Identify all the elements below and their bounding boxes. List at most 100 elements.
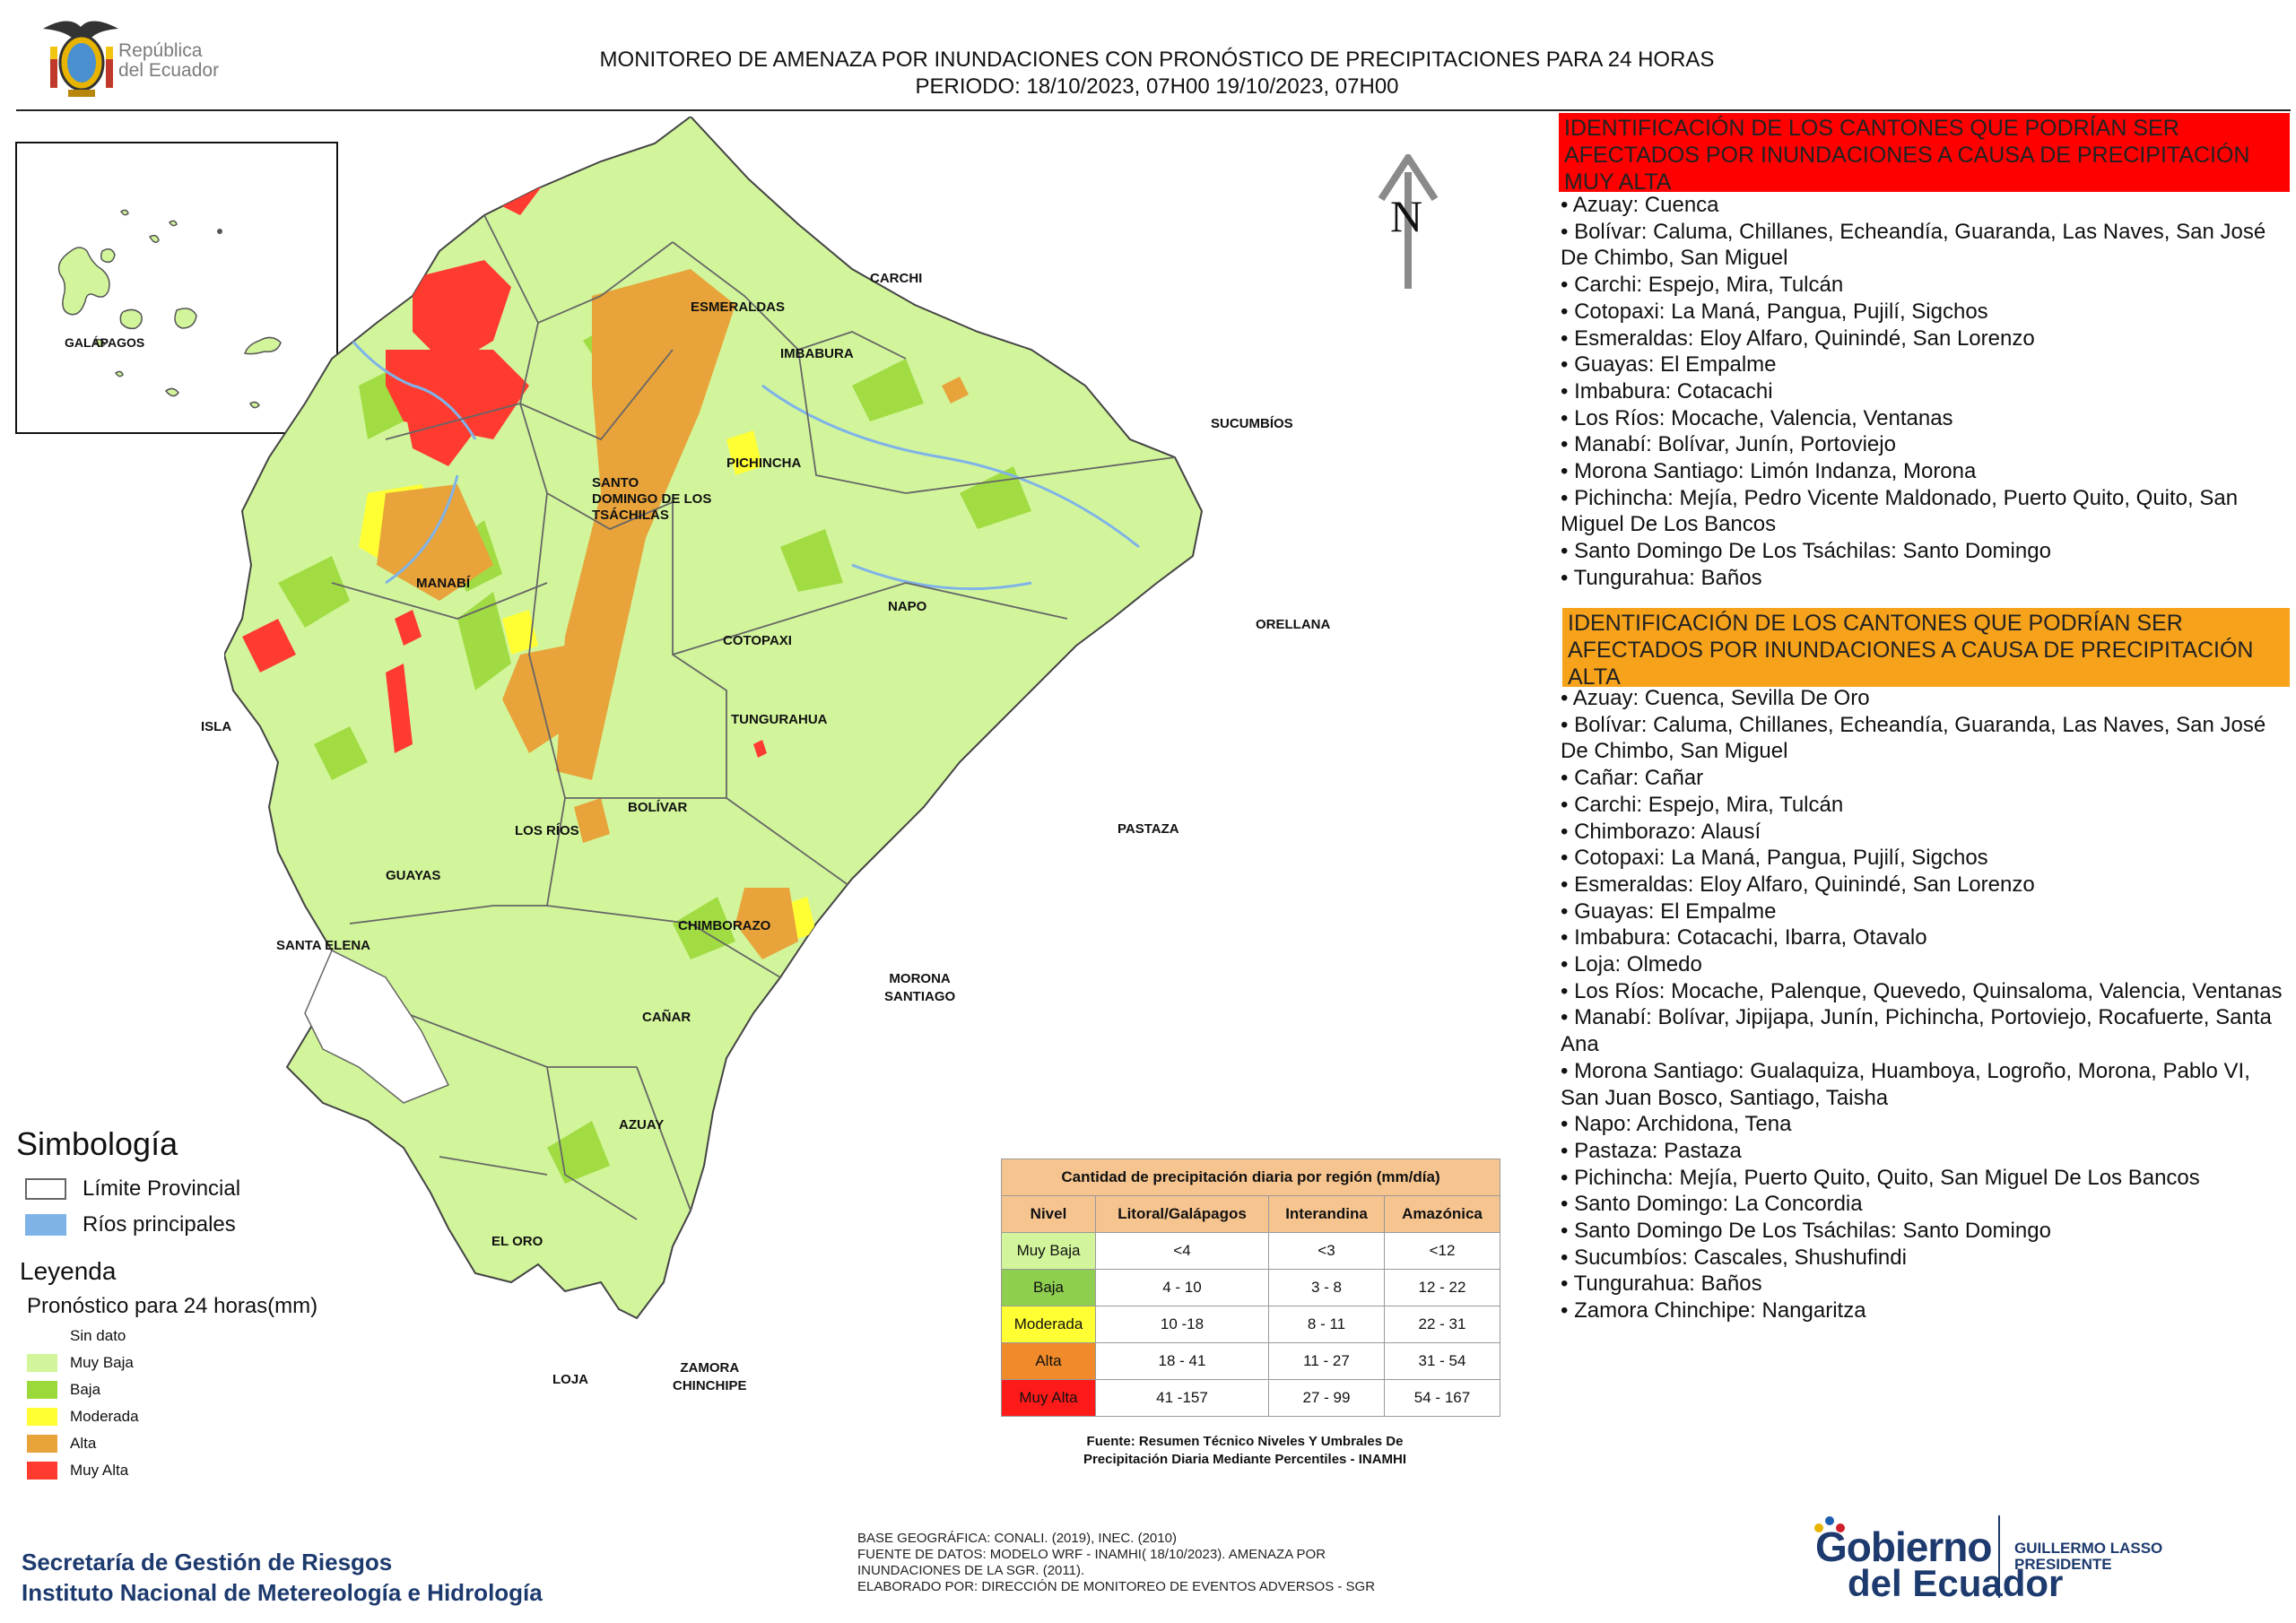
label-pichincha: PICHINCHA	[726, 456, 802, 471]
list-item: • Los Ríos: Mocache, Palenque, Quevedo, …	[1561, 978, 2283, 1003]
map-title: MONITOREO DE AMENAZA POR INUNDACIONES CO…	[377, 47, 1937, 100]
gobierno-text: Gobierno	[1815, 1523, 1992, 1570]
footer-source-line: FUENTE DE DATOS: MODELO WRF - INAMHI( 18…	[857, 1547, 1326, 1562]
rios-swatch	[25, 1214, 66, 1236]
table-header-nivel: Nivel	[1001, 1195, 1096, 1233]
label-canar: CAÑAR	[642, 1010, 691, 1025]
leyenda-item-muy-alta: Muy Alta	[27, 1462, 128, 1480]
leyenda-item-moderada: Moderada	[27, 1408, 139, 1426]
label-sucumbios: SUCUMBÍOS	[1211, 416, 1293, 431]
label-morona-line1: MORONA	[889, 971, 951, 986]
label-esmeraldas: ESMERALDAS	[691, 299, 786, 315]
ecuador-flood-map: CARCHI ESMERALDAS IMBABURA SUCUMBÍOS SAN…	[201, 115, 1498, 1569]
table-row: Alta 18 - 41 11 - 27 31 - 54	[1001, 1342, 1500, 1380]
label-santa-elena: SANTA ELENA	[276, 938, 370, 953]
table-cell: <3	[1268, 1232, 1385, 1270]
footer-org-line2: Instituto Nacional de Metereología e Hid…	[22, 1579, 543, 1606]
label-orellana: ORELLANA	[1256, 617, 1331, 632]
label-manabi: MANABÍ	[416, 576, 470, 591]
list-item: • Carchi: Espejo, Mira, Tulcán	[1561, 273, 1844, 298]
label-los-rios: LOS RÍOS	[515, 823, 579, 838]
label-morona-santiago: MORONA SANTIAGO	[884, 970, 955, 1006]
list-item: • Pastaza: Pastaza	[1561, 1138, 1742, 1163]
list-item: • Esmeraldas: Eloy Alfaro, Quinindé, San…	[1561, 325, 2035, 351]
title-line2: PERIODO: 18/10/2023, 07H00 19/10/2023, 0…	[915, 74, 1399, 99]
label-loja: LOJA	[552, 1372, 589, 1387]
footer-source-line: ELABORADO POR: DIRECCIÓN DE MONITOREO DE…	[857, 1579, 1376, 1594]
table-cell: 10 -18	[1095, 1306, 1269, 1343]
president-name: GUILLERMO LASSO	[2014, 1540, 2163, 1557]
ecuador-coat-of-arms-logo	[43, 21, 118, 97]
label-imbabura: IMBABURA	[780, 346, 854, 361]
list-item: • Santo Domingo De Los Tsáchilas: Santo …	[1561, 1219, 2051, 1244]
list-item: • Imbabura: Cotacachi	[1561, 378, 1773, 404]
label-carchi: CARCHI	[870, 271, 923, 286]
leyenda-item-alta: Alta	[27, 1435, 96, 1453]
table-source-line2: Precipitación Diaria Mediante Percentile…	[1083, 1452, 1407, 1467]
list-item: • Azuay: Cuenca	[1561, 193, 1719, 217]
label-napo: NAPO	[888, 599, 927, 614]
leyenda-title: Leyenda	[20, 1257, 117, 1285]
label-el-oro: EL ORO	[491, 1234, 544, 1249]
table-source: Fuente: Resumen Técnico Niveles Y Umbral…	[1003, 1433, 1487, 1469]
label-isla: ISLA	[201, 719, 232, 734]
table-cell: 22 - 31	[1384, 1306, 1500, 1343]
leyenda-item-muy-baja: Muy Baja	[27, 1354, 134, 1372]
label-azuay: AZUAY	[619, 1117, 665, 1133]
table-level-cell: Moderada	[1001, 1306, 1096, 1343]
label-morona-line2: SANTIAGO	[884, 989, 956, 1004]
footer-organizations: Secretaría de Gestión de Riesgos Institu…	[22, 1547, 543, 1608]
list-item: • Santo Domingo: La Concordia	[1561, 1192, 1863, 1217]
republica-line1: República	[118, 40, 203, 61]
swatch-muy-alta	[27, 1462, 57, 1480]
table-level-cell: Baja	[1001, 1269, 1096, 1306]
list-item: • Santo Domingo De Los Tsáchilas: Santo …	[1561, 539, 2051, 564]
table-level-cell: Muy Alta	[1001, 1379, 1096, 1417]
list-item: • Esmeraldas: Eloy Alfaro, Quinindé, San…	[1561, 872, 2035, 897]
list-item: • Cañar: Cañar	[1561, 766, 1704, 791]
list-item: • Chimborazo: Alausí	[1561, 819, 1761, 844]
list-item: • Tungurahua: Baños	[1561, 565, 1762, 590]
label-santo-domingo: SANTO DOMINGO DE LOS TSÁCHILAS	[592, 475, 711, 524]
footer-sources: BASE GEOGRÁFICA: CONALI. (2019), INEC. (…	[857, 1531, 1431, 1595]
footer-source-line: BASE GEOGRÁFICA: CONALI. (2019), INEC. (…	[857, 1531, 1177, 1546]
muy-alta-canton-list: • Azuay: Cuenca • Bolívar: Caluma, Chill…	[1561, 192, 2287, 592]
table-cell: <12	[1384, 1232, 1500, 1270]
galapagos-inset	[15, 142, 338, 434]
gobierno-divider	[1998, 1515, 2000, 1598]
list-item: • Imbabura: Cotacachi, Ibarra, Otavalo	[1561, 925, 1927, 950]
list-item: • Morona Santiago: Gualaquiza, Huamboya,…	[1561, 1058, 2250, 1110]
leyenda-item-baja: Baja	[27, 1381, 100, 1399]
alta-canton-list: • Azuay: Cuenca, Sevilla De Oro • Bolíva…	[1561, 685, 2287, 1324]
list-item: • Loja: Olmedo	[1561, 952, 1702, 977]
list-item: • Bolívar: Caluma, Chillanes, Echeandía,…	[1561, 712, 2266, 764]
swatch-sin-dato	[27, 1327, 57, 1345]
simbologia-label-rios: Ríos principales	[83, 1212, 236, 1237]
table-level-cell: Muy Baja	[1001, 1232, 1096, 1270]
leyenda-label-sin-dato: Sin dato	[70, 1327, 126, 1344]
table-header-litoral: Litoral/Galápagos	[1095, 1195, 1269, 1233]
list-item: • Pichincha: Mejía, Puerto Quito, Quito,…	[1561, 1165, 2200, 1190]
label-santo-domingo-line2: DOMINGO DE LOS	[592, 491, 712, 507]
list-item: • Morona Santiago: Limón Indanza, Morona	[1561, 459, 1977, 484]
swatch-baja	[27, 1381, 57, 1399]
limite-swatch	[25, 1178, 66, 1200]
republica-text: República del Ecuador	[118, 41, 219, 81]
table-cell: 54 - 167	[1384, 1379, 1500, 1417]
table-cell: 31 - 54	[1384, 1342, 1500, 1380]
table-cell: 11 - 27	[1268, 1342, 1385, 1380]
leyenda-label-moderada: Moderada	[70, 1408, 139, 1425]
footer-org-line1: Secretaría de Gestión de Riesgos	[22, 1549, 393, 1575]
table-row: Muy Baja <4 <3 <12	[1001, 1232, 1500, 1270]
president-text: GUILLERMO LASSO PRESIDENTE	[2014, 1541, 2162, 1573]
label-guayas: GUAYAS	[386, 868, 441, 883]
leyenda-item-sin-dato: Sin dato	[27, 1327, 126, 1345]
list-item: • Bolívar: Caluma, Chillanes, Echeandía,…	[1561, 219, 2266, 271]
president-title: PRESIDENTE	[2014, 1556, 2112, 1573]
table-cell: 12 - 22	[1384, 1269, 1500, 1306]
label-chimborazo: CHIMBORAZO	[678, 918, 771, 933]
gulf-of-guayaquil	[304, 949, 450, 1104]
table-cell: 8 - 11	[1268, 1306, 1385, 1343]
simbologia-title: Simbología	[16, 1125, 178, 1162]
list-item: • Sucumbíos: Cascales, Shushufindi	[1561, 1245, 1907, 1270]
